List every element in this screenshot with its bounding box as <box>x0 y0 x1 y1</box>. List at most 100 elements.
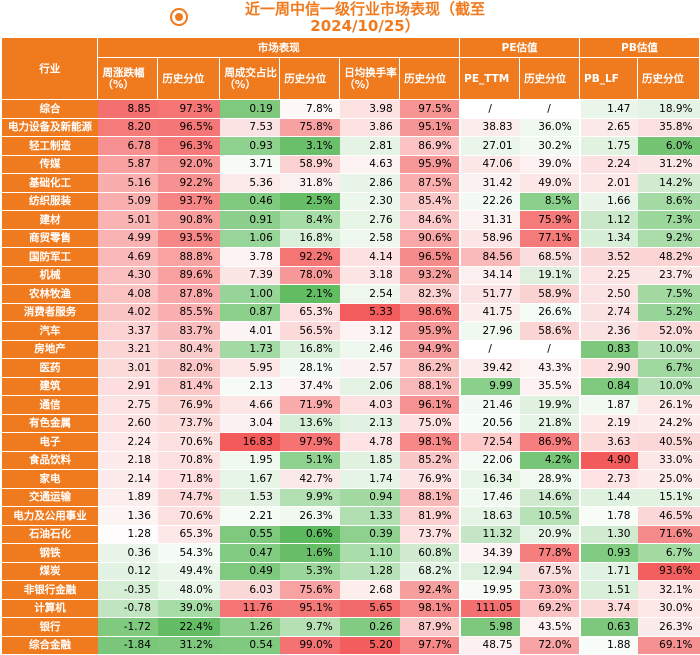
cell-weekly-change: 2.75 <box>97 395 158 415</box>
cell-turnover-rate-percentile: 98.1% <box>399 599 461 618</box>
industry-name: 交通运输 <box>2 488 98 507</box>
cell-pe-percentile: 43.3% <box>519 358 581 378</box>
cell-pe-percentile: 77.8% <box>519 543 581 563</box>
cell-pe-ttm: 22.26 <box>459 192 520 211</box>
cell-turnover-share-percentile: 7.8% <box>279 99 340 119</box>
cell-pb-percentile: 10.0% <box>637 340 700 359</box>
cell-turnover-share-percentile: 16.8% <box>279 340 340 359</box>
cell-weekly-change: 3.01 <box>97 358 158 378</box>
cell-pb-percentile: 35.8% <box>637 118 700 137</box>
cell-turnover-rate: 2.13 <box>339 414 400 433</box>
cell-weekly-change: 2.60 <box>97 414 158 433</box>
cell-pe-percentile: 19.9% <box>519 395 581 415</box>
cell-turnover-share-percentile: 58.9% <box>279 155 340 174</box>
cell-pb-lf: 0.63 <box>579 617 638 637</box>
industry-name: 基础化工 <box>2 173 98 193</box>
cell-pb-lf: 0.93 <box>579 543 638 563</box>
table-row: 医药 3.01 82.0% 5.95 28.1% 2.57 86.2% 39.42 43.3% 2… <box>2 358 700 378</box>
cell-turnover-share: 7.53 <box>219 118 280 137</box>
cell-turnover-share-percentile: 28.1% <box>279 358 340 378</box>
industry-name: 有色金属 <box>2 414 98 433</box>
cell-weekly-change-percentile: 70.6% <box>157 506 220 526</box>
cell-turnover-share: 0.54 <box>219 636 280 655</box>
cell-pb-lf: 2.73 <box>579 469 638 489</box>
cell-turnover-share: 4.01 <box>219 321 280 341</box>
cell-weekly-change-percentile: 70.8% <box>157 451 220 470</box>
cell-turnover-share: 1.53 <box>219 488 280 507</box>
table-row: 农林牧渔 4.08 87.8% 1.00 2.1% 2.54 82.3% 51.77 58.9%… <box>2 284 700 304</box>
cell-pb-lf: 1.88 <box>579 636 638 655</box>
cell-turnover-share-percentile: 9.7% <box>279 617 340 637</box>
cell-turnover-rate: 1.28 <box>339 562 400 581</box>
cell-pb-percentile: 24.2% <box>637 414 700 433</box>
cell-pb-lf: 1.66 <box>579 192 638 211</box>
cell-weekly-change: 0.12 <box>97 562 158 581</box>
cell-weekly-change-percentile: 82.0% <box>157 358 220 378</box>
industry-name: 电力及公用事业 <box>2 506 98 526</box>
cell-pe-ttm: 27.01 <box>459 136 520 156</box>
cell-turnover-share-percentile: 3.1% <box>279 136 340 156</box>
header-group-pb: PB估值 <box>579 38 700 58</box>
industry-name: 轻工制造 <box>2 136 98 156</box>
cell-pe-ttm: 51.77 <box>459 284 520 304</box>
table-row: 商贸零售 4.99 93.5% 1.06 16.8% 2.58 90.6% 58.96 77.1… <box>2 229 700 248</box>
industry-name: 医药 <box>2 358 98 378</box>
cell-turnover-rate-percentile: 88.1% <box>399 377 461 396</box>
industry-name: 传媒 <box>2 155 98 174</box>
cell-pb-percentile: 69.1% <box>637 636 700 655</box>
industry-performance-table: 行业 市场表现 PE估值 PB估值 周涨跌幅（%） 历史分位 周成交占比（%） 历史分… <box>2 38 700 655</box>
cell-turnover-share-percentile: 97.9% <box>279 432 340 452</box>
cell-weekly-change: 2.18 <box>97 451 158 470</box>
table-row: 煤炭 0.12 49.4% 0.49 5.3% 1.28 68.2% 12.94 67.5% 1.… <box>2 562 700 581</box>
cell-turnover-rate-percentile: 94.9% <box>399 340 461 359</box>
cell-turnover-rate: 3.86 <box>339 118 400 137</box>
table-row: 计算机 -0.78 39.0% 11.76 95.1% 5.65 98.1% 111.05 69… <box>2 599 700 618</box>
cell-pe-ttm: 111.05 <box>459 599 520 618</box>
cell-weekly-change-percentile: 74.7% <box>157 488 220 507</box>
cell-weekly-change: 5.01 <box>97 210 158 230</box>
cell-turnover-rate-percentile: 97.7% <box>399 636 461 655</box>
cell-pb-percentile: 6.7% <box>637 358 700 378</box>
cell-pe-percentile: 4.2% <box>519 451 581 470</box>
table-row: 钢铁 0.36 54.3% 0.47 1.6% 1.10 60.8% 34.39 77.8% 0.… <box>2 543 700 563</box>
cell-weekly-change-percentile: 87.8% <box>157 284 220 304</box>
cell-turnover-share-percentile: 16.8% <box>279 229 340 248</box>
cell-pb-percentile: 15.1% <box>637 488 700 507</box>
cell-turnover-share: 1.00 <box>219 284 280 304</box>
cell-pe-percentile: / <box>519 340 581 359</box>
cell-turnover-share-percentile: 8.4% <box>279 210 340 230</box>
cell-turnover-rate: 0.26 <box>339 617 400 637</box>
cell-pe-ttm: 11.32 <box>459 525 520 544</box>
cell-pe-ttm: 31.31 <box>459 210 520 230</box>
cell-weekly-change-percentile: 92.2% <box>157 173 220 193</box>
industry-name: 计算机 <box>2 599 98 618</box>
cell-turnover-rate-percentile: 92.4% <box>399 580 461 600</box>
table-row: 综合金融 -1.84 31.2% 0.54 99.0% 5.20 97.7% 48.75 72.… <box>2 636 700 655</box>
cell-weekly-change: 3.37 <box>97 321 158 341</box>
cell-turnover-share: 6.03 <box>219 580 280 600</box>
cell-weekly-change-percentile: 96.5% <box>157 118 220 137</box>
cell-turnover-share-percentile: 42.7% <box>279 469 340 489</box>
cell-weekly-change-percentile: 22.4% <box>157 617 220 637</box>
cell-pe-ttm: 84.56 <box>459 247 520 267</box>
cell-pe-percentile: 75.9% <box>519 210 581 230</box>
table-row: 电子 2.24 70.6% 16.83 97.9% 4.78 98.1% 72.54 86.9%… <box>2 432 700 452</box>
header-weekly-change-percentile: 历史分位 <box>157 57 221 100</box>
cell-weekly-change: 2.14 <box>97 469 158 489</box>
cell-turnover-share-percentile: 75.6% <box>279 580 340 600</box>
table-row: 交通运输 1.89 74.7% 1.53 9.9% 0.94 88.1% 17.46 14.6%… <box>2 488 700 507</box>
cell-pb-lf: 1.75 <box>579 136 638 156</box>
cell-turnover-rate-percentile: 98.6% <box>399 303 461 322</box>
cell-turnover-share: 11.76 <box>219 599 280 618</box>
table-row: 传媒 5.87 92.0% 3.71 58.9% 4.63 95.9% 47.06 39.0% 2… <box>2 155 700 174</box>
cell-pe-ttm: 39.42 <box>459 358 520 378</box>
cell-turnover-rate-percentile: 96.1% <box>399 395 461 415</box>
cell-weekly-change: 1.89 <box>97 488 158 507</box>
industry-name: 建筑 <box>2 377 98 396</box>
cell-turnover-rate: 5.65 <box>339 599 400 618</box>
cell-pe-percentile: 58.9% <box>519 284 581 304</box>
cell-pb-lf: 1.78 <box>579 506 638 526</box>
cell-turnover-share: 0.47 <box>219 543 280 563</box>
cell-weekly-change-percentile: 83.7% <box>157 321 220 341</box>
cell-turnover-share-percentile: 92.2% <box>279 247 340 267</box>
